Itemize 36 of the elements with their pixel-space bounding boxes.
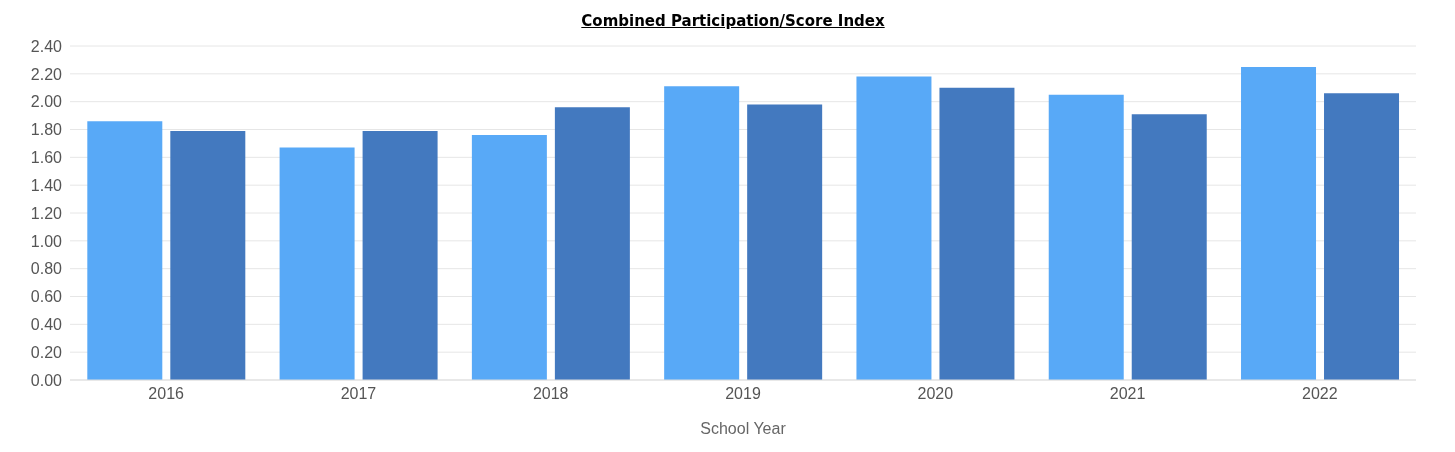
y-tick-label: 1.00 (30, 232, 63, 250)
bar (747, 104, 823, 380)
y-tick-label: 2.20 (30, 65, 63, 83)
bar (1324, 93, 1400, 380)
y-tick-label: 1.40 (30, 176, 63, 194)
bar (939, 87, 1015, 380)
x-tick-label: 2022 (1302, 385, 1338, 403)
x-tick-label: 2019 (725, 385, 761, 403)
bar (856, 76, 932, 380)
bar (664, 86, 740, 380)
bar (170, 130, 246, 380)
x-tick-label: 2017 (340, 385, 377, 403)
y-tick-label: 2.00 (30, 93, 63, 111)
y-tick-label: 1.60 (30, 149, 63, 167)
bar (279, 147, 355, 380)
y-tick-label: 0.80 (30, 260, 63, 278)
bar (1131, 114, 1207, 380)
y-tick-label: 0.60 (30, 288, 63, 306)
y-tick-label: 2.40 (30, 37, 63, 55)
x-tick-label: 2020 (917, 385, 954, 403)
x-tick-label: 2018 (532, 385, 569, 403)
x-tick-label: 2021 (1109, 385, 1146, 403)
y-tick-label: 1.20 (30, 204, 63, 222)
y-tick-label: 0.20 (30, 343, 63, 361)
x-tick-label: 2016 (148, 385, 185, 403)
y-tick-label: 1.80 (30, 121, 63, 139)
bar (1048, 94, 1124, 380)
y-tick-label: 0.40 (30, 316, 63, 334)
bar (1241, 66, 1317, 380)
bar (554, 107, 630, 380)
bar (471, 135, 547, 380)
bar (362, 130, 438, 380)
chart-title: Combined Participation/Score Index (580, 11, 886, 32)
x-axis-title: School Year (700, 420, 787, 437)
bar (87, 121, 163, 380)
y-tick-label: 0.00 (30, 371, 63, 389)
